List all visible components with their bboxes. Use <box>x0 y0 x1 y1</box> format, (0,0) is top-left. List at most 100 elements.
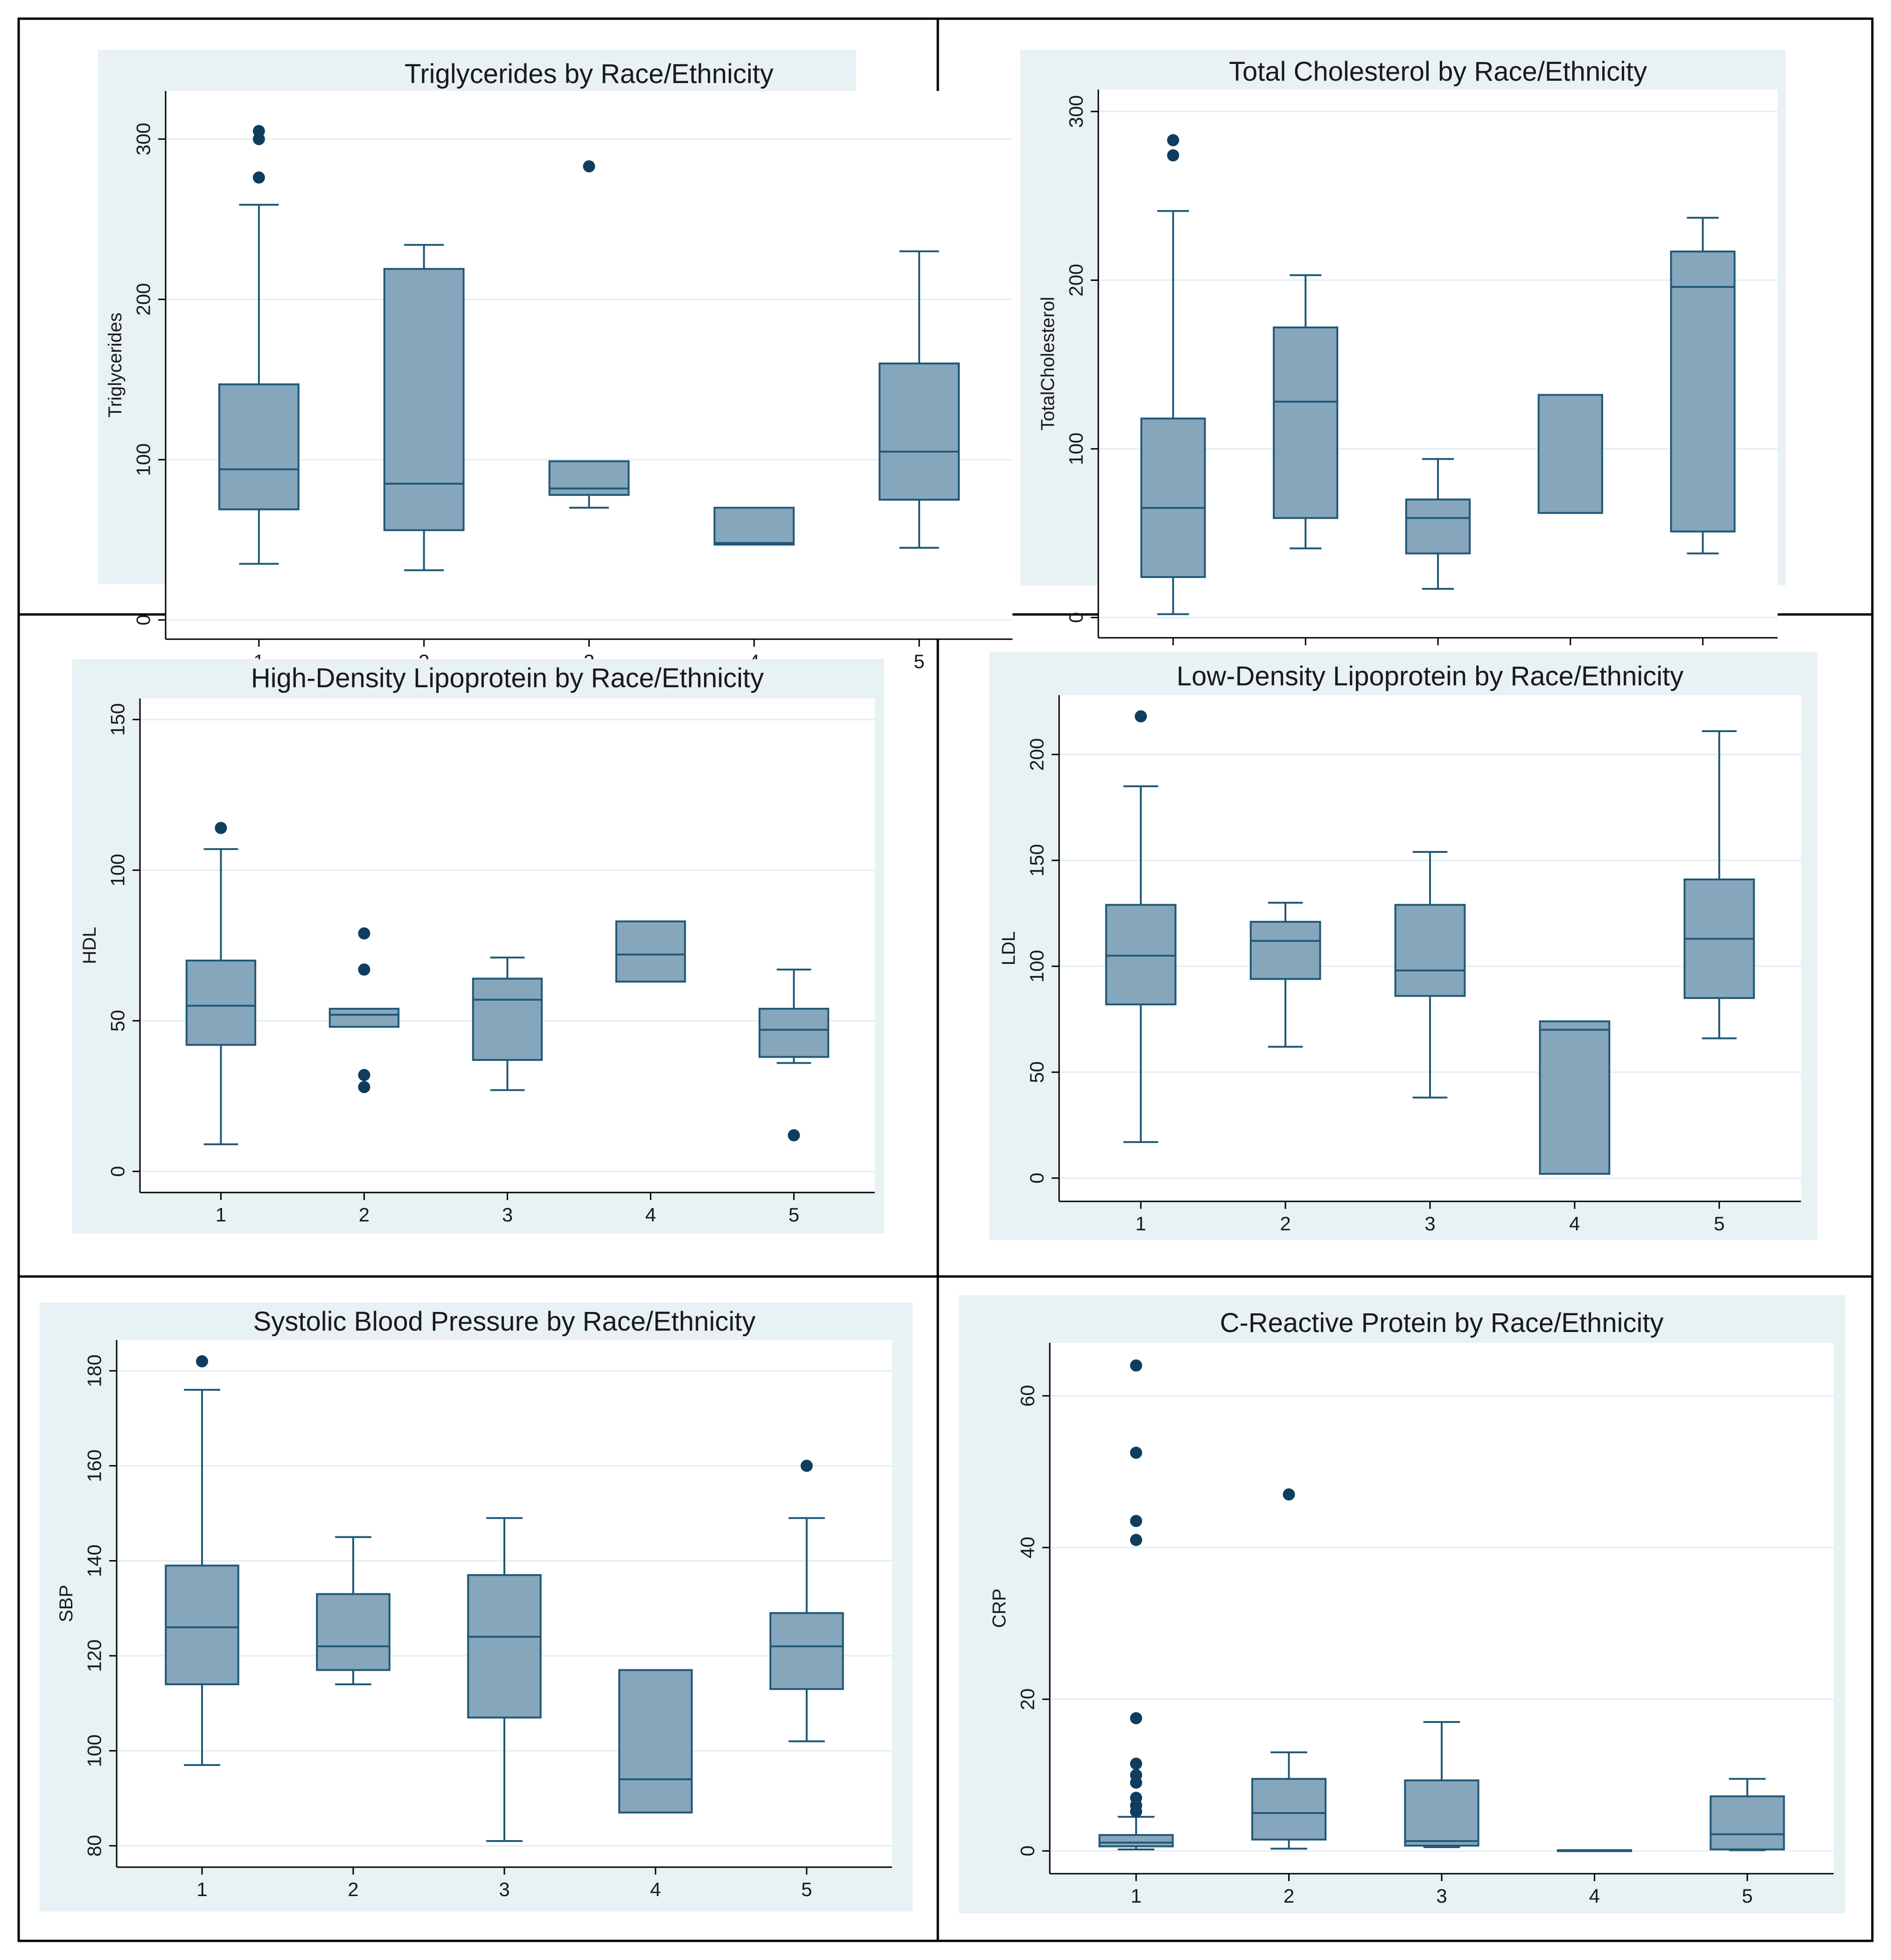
y-axis-label: HDL <box>79 927 100 964</box>
box-group-2 <box>1251 1488 1327 1850</box>
box-group-3 <box>472 956 543 1091</box>
x-tick-label: 3 <box>1424 1213 1435 1235</box>
outlier-point <box>358 963 370 976</box>
outlier-point <box>1167 134 1179 146</box>
outlier-point <box>1167 149 1179 161</box>
box-iqr <box>1098 1834 1174 1848</box>
x-tick-label: 5 <box>801 1878 812 1900</box>
y-tick-label: 20 <box>1017 1688 1039 1710</box>
y-tick-label: 0 <box>1017 1846 1039 1856</box>
box-group-3 <box>1394 851 1466 1099</box>
box-group-3 <box>1404 1721 1479 1848</box>
box-group-5 <box>879 250 960 549</box>
box-iqr <box>185 959 257 1046</box>
box-iqr <box>1539 1020 1611 1175</box>
outlier-point <box>1130 1446 1143 1459</box>
chart-title: Total Cholesterol by Race/Ethnicity <box>1229 56 1647 87</box>
plot-area <box>166 91 1012 639</box>
outlier-point <box>358 927 370 940</box>
outlier-point <box>1130 1758 1143 1770</box>
x-tick-label: 3 <box>502 1204 513 1226</box>
box-iqr <box>758 1008 830 1058</box>
box-group-4 <box>1556 1849 1633 1852</box>
charts-container: 010020030012345Triglycerides by Race/Eth… <box>40 50 1845 1913</box>
y-tick-label: 200 <box>1065 264 1087 296</box>
y-tick-label: 200 <box>1026 738 1048 771</box>
box-iqr <box>1394 904 1466 997</box>
x-tick-label: 1 <box>196 1878 207 1900</box>
outlier-point <box>358 1081 370 1093</box>
x-tick-label: 4 <box>650 1878 661 1900</box>
outlier-point <box>252 125 265 137</box>
box-group-2 <box>383 244 465 572</box>
box-group-1 <box>185 822 257 1145</box>
box-group-5 <box>758 969 830 1142</box>
y-tick-label: 100 <box>107 854 129 886</box>
outlier-point <box>1130 1712 1143 1724</box>
y-tick-label: 300 <box>133 123 154 155</box>
y-tick-label: 40 <box>1017 1537 1039 1559</box>
box-group-2 <box>316 1536 391 1686</box>
x-tick-label: 3 <box>1436 1885 1447 1907</box>
outlier-point <box>358 1069 370 1081</box>
y-tick-label: 200 <box>133 283 154 316</box>
y-tick-label: 50 <box>107 1010 129 1032</box>
box-group-1 <box>218 125 300 565</box>
y-tick-label: 0 <box>107 1166 129 1177</box>
box-group-5 <box>1670 216 1736 555</box>
x-tick-label: 5 <box>788 1204 799 1226</box>
outlier-point <box>1130 1769 1143 1781</box>
box-group-1 <box>165 1355 239 1766</box>
y-tick-label: 80 <box>84 1835 105 1857</box>
x-tick-label: 5 <box>914 650 924 672</box>
box-group-2 <box>1273 274 1339 550</box>
box-iqr <box>548 460 630 496</box>
chart-title: C-Reactive Protein by Race/Ethnicity <box>1220 1308 1664 1338</box>
box-iqr <box>1140 418 1206 578</box>
x-tick-label: 4 <box>1589 1885 1600 1907</box>
chart-panel-5: 80 100 120 140 160 180 1 2 3 4 5 Systolic Blood Pre… <box>40 1303 913 1911</box>
box-group-5 <box>1683 730 1755 1039</box>
chart-title: High-Density Lipoprotein by Race/Ethnici… <box>251 663 764 693</box>
y-axis-label: TotalCholesterol <box>1038 297 1058 431</box>
box-iqr <box>467 1574 542 1719</box>
box-iqr <box>328 1008 400 1028</box>
box-group-4 <box>618 1669 693 1814</box>
box-group-4 <box>713 507 795 546</box>
box-iqr <box>316 1593 391 1671</box>
box-iqr <box>618 1669 693 1814</box>
y-tick-label: 300 <box>1065 95 1087 128</box>
box-iqr <box>1251 1778 1327 1841</box>
box-group-5 <box>769 1459 844 1743</box>
chart-panel-3: 0 50 100 150 1 2 3 4 5 High-Density Lipoprotein b… <box>72 659 884 1234</box>
box-group-4 <box>1539 1020 1611 1175</box>
outlier-point <box>1130 1515 1143 1528</box>
box-iqr <box>879 363 960 501</box>
chart-panel-6: 0 20 40 60 1 2 3 4 5 C-Reactive Protein by Race/E… <box>959 1295 1845 1913</box>
box-iqr <box>1273 326 1339 519</box>
outlier-point <box>1130 1359 1143 1372</box>
y-tick-label: 0 <box>1065 612 1087 623</box>
box-group-1 <box>1140 134 1206 615</box>
box-iqr <box>1710 1795 1785 1850</box>
box-iqr <box>769 1612 844 1690</box>
y-tick-label: 100 <box>1065 432 1087 465</box>
box-group-1 <box>1105 710 1177 1143</box>
box-iqr <box>383 268 465 531</box>
x-tick-label: 1 <box>1130 1885 1141 1907</box>
box-group-2 <box>1249 901 1321 1048</box>
box-iqr <box>1105 904 1177 1005</box>
outlier-point <box>196 1355 209 1367</box>
box-group-4 <box>615 920 686 983</box>
box-group-4 <box>1537 394 1603 514</box>
y-axis-label: SBP <box>56 1585 77 1622</box>
outlier-point <box>1130 1534 1143 1546</box>
outlier-point <box>800 1459 813 1472</box>
chart-panel-4: 0 50 100 150 200 1 2 3 4 5 Low-Density Lipoprotein… <box>989 652 1817 1240</box>
chart-title: Systolic Blood Pressure by Race/Ethnicit… <box>253 1306 756 1337</box>
box-iqr <box>1404 1779 1479 1847</box>
x-tick-label: 5 <box>1714 1213 1724 1235</box>
y-tick-label: 140 <box>84 1544 105 1577</box>
box-iqr <box>1405 498 1471 555</box>
y-tick-label: 120 <box>84 1639 105 1672</box>
